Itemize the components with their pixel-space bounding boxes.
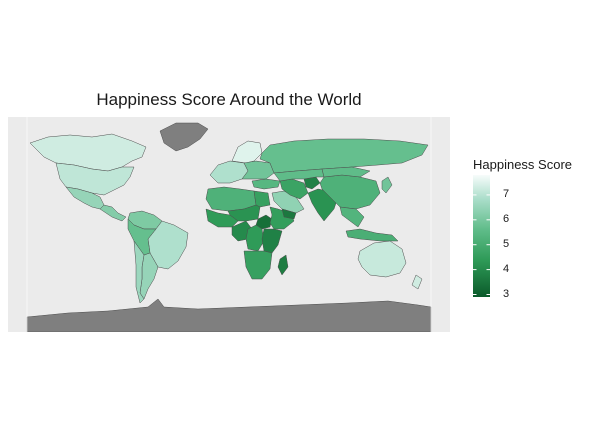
world-map <box>8 117 450 332</box>
legend-tick-label: 3 <box>503 288 509 300</box>
legend-tick-label: 6 <box>503 213 509 225</box>
map-panel <box>8 117 450 332</box>
region-madagascar <box>278 255 288 275</box>
legend-colorbar <box>470 157 595 307</box>
legend-gradient-bar <box>473 175 490 297</box>
region-indonesia <box>346 229 398 241</box>
region-southeast-asia <box>340 207 364 227</box>
region-new-zealand <box>412 275 422 289</box>
region-southern-africa <box>244 251 272 279</box>
region-antarctica <box>27 299 431 332</box>
region-scandinavia <box>232 141 262 163</box>
region-canada <box>30 134 146 171</box>
legend-tick-label: 7 <box>503 188 509 200</box>
region-greenland <box>160 123 208 151</box>
region-dr-congo <box>246 225 264 251</box>
map-title: Happiness Score Around the World <box>8 90 450 110</box>
region-mongolia <box>322 167 370 177</box>
region-japan <box>382 177 392 193</box>
legend-tick-label: 4 <box>503 263 509 275</box>
region-australia <box>358 241 406 277</box>
region-central-america <box>100 205 126 221</box>
region-western-europe <box>210 161 248 183</box>
legend-tick-label: 5 <box>503 238 509 250</box>
region-turkey <box>252 179 280 189</box>
region-east-africa <box>262 229 282 253</box>
region-egypt <box>254 191 270 207</box>
